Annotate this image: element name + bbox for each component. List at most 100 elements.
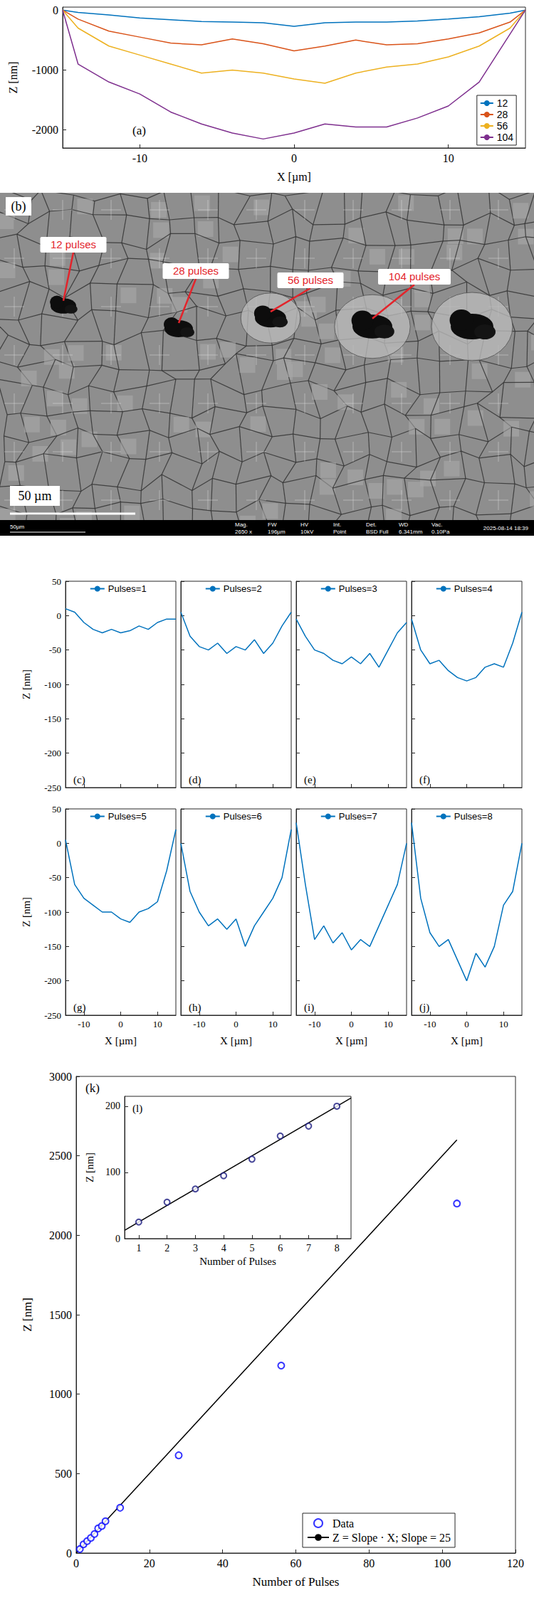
svg-text:Pulses=3: Pulses=3 <box>338 583 378 595</box>
svg-text:20: 20 <box>143 1558 156 1571</box>
svg-text:40: 40 <box>217 1558 229 1571</box>
svg-text:(a): (a) <box>132 123 146 138</box>
svg-text:4: 4 <box>221 1243 227 1255</box>
svg-text:Pulses=6: Pulses=6 <box>223 811 263 823</box>
svg-text:0: 0 <box>56 838 62 850</box>
svg-text:-1000: -1000 <box>32 64 59 77</box>
svg-text:Pulses=2: Pulses=2 <box>223 583 263 595</box>
svg-text:56: 56 <box>496 120 509 132</box>
svg-text:80: 80 <box>363 1558 375 1571</box>
svg-text:(l): (l) <box>132 1103 143 1116</box>
svg-text:HV: HV <box>300 521 310 529</box>
svg-text:Pulses=7: Pulses=7 <box>338 811 378 823</box>
svg-text:50 µm: 50 µm <box>18 489 52 504</box>
svg-text:-2000: -2000 <box>32 123 59 136</box>
svg-text:28: 28 <box>496 108 509 121</box>
svg-text:50: 50 <box>51 804 62 816</box>
svg-text:100: 100 <box>105 1167 121 1179</box>
svg-text:WD: WD <box>398 521 409 529</box>
svg-text:120: 120 <box>506 1558 525 1571</box>
svg-text:Z [nm]: Z [nm] <box>20 669 33 700</box>
svg-text:5: 5 <box>249 1243 255 1255</box>
svg-text:FW: FW <box>267 521 277 529</box>
svg-text:0: 0 <box>464 1019 470 1031</box>
svg-text:2000: 2000 <box>49 1230 72 1243</box>
svg-text:-150: -150 <box>44 714 62 725</box>
svg-text:2500: 2500 <box>49 1150 72 1163</box>
svg-text:28 pulses: 28 pulses <box>173 264 219 277</box>
svg-text:-150: -150 <box>44 941 62 953</box>
svg-text:2025-08-14 18:39: 2025-08-14 18:39 <box>483 525 530 532</box>
svg-text:2: 2 <box>164 1243 170 1255</box>
svg-text:10: 10 <box>499 1019 509 1031</box>
svg-text:Z [nm]: Z [nm] <box>84 1153 96 1184</box>
svg-text:0: 0 <box>52 4 59 17</box>
svg-text:-100: -100 <box>44 907 62 919</box>
svg-text:0: 0 <box>73 1558 80 1571</box>
svg-text:Int.: Int. <box>333 521 342 529</box>
svg-text:(k): (k) <box>85 1082 100 1096</box>
svg-text:Pulses=8: Pulses=8 <box>454 811 493 823</box>
svg-text:1000: 1000 <box>49 1389 72 1402</box>
svg-text:0: 0 <box>118 1019 124 1031</box>
svg-text:Z = Slope · X; Slope = 25: Z = Slope · X; Slope = 25 <box>332 1532 451 1546</box>
svg-text:0.10Pa: 0.10Pa <box>431 529 450 536</box>
svg-text:(e): (e) <box>304 774 317 787</box>
svg-text:(g): (g) <box>73 1002 87 1015</box>
svg-text:Number of Pulses: Number of Pulses <box>199 1256 277 1269</box>
svg-text:BSD Full: BSD Full <box>365 529 389 536</box>
svg-text:2650 x: 2650 x <box>234 529 253 536</box>
svg-text:(f): (f) <box>419 774 431 787</box>
svg-text:Pulses=1: Pulses=1 <box>108 583 147 595</box>
svg-text:-10: -10 <box>423 1019 436 1031</box>
svg-text:(h): (h) <box>188 1002 202 1015</box>
svg-text:0: 0 <box>115 1234 121 1246</box>
svg-text:-10: -10 <box>192 1019 206 1031</box>
svg-text:8: 8 <box>334 1243 340 1255</box>
svg-text:10kV: 10kV <box>300 529 314 536</box>
svg-text:100: 100 <box>433 1558 451 1571</box>
svg-text:(b): (b) <box>11 199 27 215</box>
svg-text:10: 10 <box>442 152 455 165</box>
svg-text:3: 3 <box>192 1243 198 1255</box>
svg-text:200: 200 <box>105 1101 121 1113</box>
svg-text:Det.: Det. <box>365 521 377 529</box>
svg-text:-200: -200 <box>44 976 62 987</box>
svg-text:0: 0 <box>56 610 62 622</box>
svg-text:6: 6 <box>277 1243 283 1255</box>
svg-text:10: 10 <box>383 1019 394 1031</box>
svg-text:-200: -200 <box>44 748 62 759</box>
svg-text:Pulses=5: Pulses=5 <box>108 811 147 823</box>
svg-text:500: 500 <box>54 1468 72 1481</box>
svg-text:(c): (c) <box>73 774 86 787</box>
svg-text:Mag.: Mag. <box>234 521 248 529</box>
svg-text:Z [nm]: Z [nm] <box>20 1298 35 1333</box>
svg-text:60: 60 <box>290 1558 302 1571</box>
svg-text:(j): (j) <box>419 1002 430 1015</box>
svg-text:-250: -250 <box>44 783 62 794</box>
svg-text:56 pulses: 56 pulses <box>287 274 334 287</box>
svg-text:Vac.: Vac. <box>431 521 443 529</box>
svg-text:X [µm]: X [µm] <box>450 1035 483 1048</box>
svg-text:50: 50 <box>51 576 62 588</box>
svg-text:Z [nm]: Z [nm] <box>7 61 20 94</box>
svg-text:-250: -250 <box>44 1011 62 1022</box>
svg-text:10: 10 <box>153 1019 163 1031</box>
svg-text:-10: -10 <box>308 1019 321 1031</box>
svg-text:0: 0 <box>66 1548 72 1561</box>
svg-text:X [µm]: X [µm] <box>220 1035 253 1048</box>
svg-text:0: 0 <box>233 1019 239 1031</box>
svg-text:Number of Pulses: Number of Pulses <box>252 1576 340 1590</box>
svg-text:196µm: 196µm <box>267 529 286 536</box>
svg-text:X [µm]: X [µm] <box>335 1035 368 1048</box>
svg-text:(d): (d) <box>188 774 202 787</box>
svg-text:12: 12 <box>496 97 509 109</box>
svg-text:12 pulses: 12 pulses <box>50 238 97 251</box>
svg-text:-50: -50 <box>49 872 62 884</box>
svg-text:X [µm]: X [µm] <box>276 170 312 184</box>
svg-text:Point: Point <box>333 529 347 536</box>
svg-text:0: 0 <box>348 1019 354 1031</box>
svg-text:1: 1 <box>135 1243 141 1255</box>
svg-text:X [µm]: X [µm] <box>104 1035 137 1048</box>
svg-text:Data: Data <box>332 1518 354 1531</box>
